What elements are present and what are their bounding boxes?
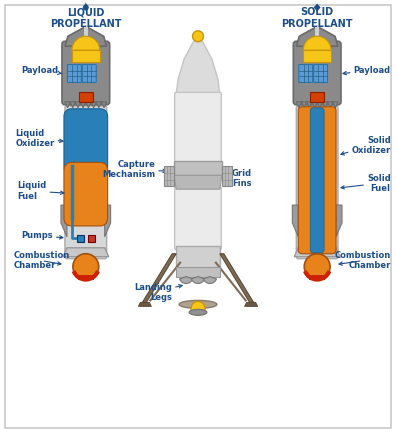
Polygon shape: [65, 26, 107, 46]
Text: Combustion
Chamber: Combustion Chamber: [334, 251, 390, 270]
Circle shape: [73, 254, 99, 280]
Bar: [309, 275, 325, 280]
FancyBboxPatch shape: [64, 162, 108, 226]
Bar: [84, 26, 88, 44]
Polygon shape: [139, 302, 151, 307]
Wedge shape: [72, 36, 100, 50]
Polygon shape: [65, 102, 107, 108]
FancyBboxPatch shape: [310, 108, 324, 253]
Wedge shape: [303, 36, 331, 50]
Polygon shape: [294, 248, 340, 257]
Bar: [303, 50, 331, 62]
FancyBboxPatch shape: [293, 41, 341, 105]
Polygon shape: [63, 248, 109, 257]
Text: Combustion
Chamber: Combustion Chamber: [13, 251, 70, 270]
Bar: [79, 92, 93, 102]
Polygon shape: [336, 205, 342, 237]
FancyBboxPatch shape: [67, 65, 81, 82]
Circle shape: [83, 4, 89, 10]
Polygon shape: [61, 205, 67, 237]
Bar: [164, 166, 174, 186]
Polygon shape: [292, 205, 298, 237]
Bar: [72, 50, 100, 62]
FancyBboxPatch shape: [175, 187, 221, 249]
FancyBboxPatch shape: [62, 41, 110, 105]
Text: Landing
Legs: Landing Legs: [134, 283, 182, 302]
Polygon shape: [105, 205, 110, 237]
Text: Liquid
Oxidizer: Liquid Oxidizer: [15, 129, 63, 148]
Text: Solid
Oxidizer: Solid Oxidizer: [341, 136, 390, 155]
Text: Liquid
Fuel: Liquid Fuel: [17, 181, 64, 201]
Text: Pumps: Pumps: [21, 231, 63, 240]
Polygon shape: [296, 26, 338, 46]
FancyBboxPatch shape: [65, 106, 107, 259]
Polygon shape: [176, 36, 220, 94]
Polygon shape: [83, 3, 88, 7]
Text: Payload: Payload: [343, 65, 390, 75]
Text: Grid
Fins: Grid Fins: [226, 168, 252, 188]
Wedge shape: [204, 277, 217, 284]
FancyBboxPatch shape: [299, 65, 313, 82]
Circle shape: [304, 254, 330, 280]
Bar: [176, 267, 220, 277]
Text: LIQUID
PROPELLANT: LIQUID PROPELLANT: [50, 7, 122, 29]
Polygon shape: [296, 102, 338, 108]
Bar: [174, 162, 222, 175]
Text: SOLID
PROPELLANT: SOLID PROPELLANT: [282, 7, 353, 29]
Polygon shape: [143, 254, 176, 302]
Circle shape: [192, 31, 204, 42]
FancyBboxPatch shape: [298, 107, 336, 254]
FancyBboxPatch shape: [175, 92, 221, 165]
Polygon shape: [220, 254, 253, 302]
Bar: [78, 275, 94, 280]
Text: Solid
Fuel: Solid Fuel: [341, 174, 390, 193]
FancyBboxPatch shape: [296, 106, 338, 259]
Bar: [77, 235, 84, 242]
FancyBboxPatch shape: [82, 65, 96, 82]
Wedge shape: [179, 277, 192, 284]
FancyBboxPatch shape: [64, 109, 108, 174]
Ellipse shape: [189, 309, 207, 315]
Text: Payload: Payload: [21, 65, 62, 74]
Circle shape: [191, 301, 205, 315]
Bar: [222, 166, 232, 186]
Wedge shape: [192, 277, 204, 284]
Polygon shape: [245, 302, 257, 307]
Polygon shape: [174, 175, 222, 189]
Text: Capture
Mechanism: Capture Mechanism: [102, 160, 166, 179]
Bar: [315, 26, 319, 44]
FancyBboxPatch shape: [314, 65, 327, 82]
Ellipse shape: [179, 301, 217, 308]
Polygon shape: [314, 3, 321, 11]
Bar: [176, 246, 220, 268]
Bar: [88, 235, 95, 242]
Bar: [310, 92, 324, 102]
